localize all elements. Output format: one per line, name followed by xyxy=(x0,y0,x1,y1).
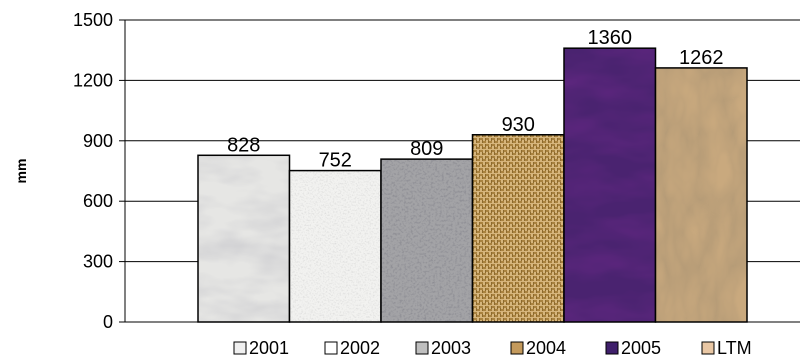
bar-outline xyxy=(654,67,748,323)
bar-texture xyxy=(381,159,473,322)
bar-2005 xyxy=(563,47,657,323)
bar-2002 xyxy=(288,169,382,323)
bar-2001 xyxy=(197,154,291,323)
bar-texture xyxy=(564,48,656,322)
data-label: 809 xyxy=(410,138,443,160)
bar-2003 xyxy=(380,158,474,323)
data-label: 1262 xyxy=(679,47,724,69)
y-axis-label: mm xyxy=(13,159,29,184)
legend: 2001 2002 2003 2004 2005 LTM xyxy=(233,338,752,358)
y-tick-label: 0 xyxy=(103,312,113,332)
legend-label: LTM xyxy=(717,338,752,358)
legend-label: 2005 xyxy=(621,338,661,358)
legend-item-2004: 2004 xyxy=(510,338,566,358)
y-tick-label: 300 xyxy=(83,252,113,272)
legend-item-2001: 2001 xyxy=(233,338,289,358)
bar-texture xyxy=(655,67,747,323)
bar-texture xyxy=(198,155,290,322)
bar-LTM xyxy=(654,67,748,323)
bar-fill xyxy=(472,134,564,322)
bars xyxy=(197,47,748,323)
data-label: 752 xyxy=(319,150,352,172)
y-tick-label: 600 xyxy=(83,191,113,211)
bar-2004 xyxy=(471,134,565,323)
legend-label: 2002 xyxy=(340,338,380,358)
data-label: 930 xyxy=(502,114,535,136)
legend-item-2002: 2002 xyxy=(324,338,380,358)
legend-label: 2001 xyxy=(249,338,289,358)
legend-swatch xyxy=(510,341,524,355)
data-label: 828 xyxy=(227,134,260,156)
legend-swatch xyxy=(701,341,715,355)
legend-swatch xyxy=(415,341,429,355)
y-tick-label: 1500 xyxy=(73,10,113,30)
legend-item-2003: 2003 xyxy=(415,338,471,358)
legend-label: 2003 xyxy=(431,338,471,358)
data-labels: 828 752 809 930 1360 1262 xyxy=(227,27,723,171)
legend-swatch xyxy=(605,341,619,355)
legend-item-LTM: LTM xyxy=(701,338,752,358)
bar-texture xyxy=(289,170,381,322)
legend-swatch xyxy=(233,341,247,355)
legend-swatch xyxy=(324,341,338,355)
y-tick-label: 900 xyxy=(83,131,113,151)
legend-item-2005: 2005 xyxy=(605,338,661,358)
legend-label: 2004 xyxy=(526,338,566,358)
y-tick-label: 1200 xyxy=(73,70,113,90)
data-label: 1360 xyxy=(588,27,633,49)
